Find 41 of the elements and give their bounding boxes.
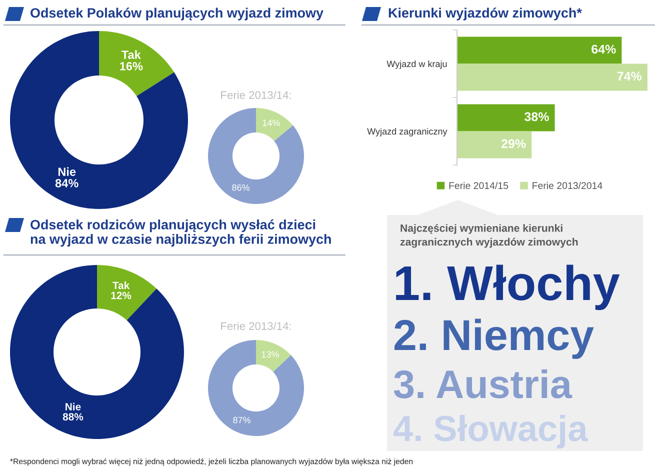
donut-slice	[208, 108, 304, 204]
bar	[457, 64, 648, 91]
slice-label: Tak	[112, 281, 130, 290]
donut-slice	[256, 108, 293, 142]
bar	[457, 131, 532, 158]
data-label: 38%	[524, 112, 549, 122]
bar	[457, 104, 555, 132]
y-tick-label: Wyjazd zagraniczny	[367, 128, 448, 136]
donut-slice	[97, 265, 157, 320]
slice-label: Tak	[122, 50, 141, 59]
bar	[457, 36, 622, 64]
legend-label: Ferie 2013/2014	[532, 182, 602, 190]
data-label: 74%	[617, 72, 642, 81]
chart-title: Ferie 2013/14:	[221, 322, 291, 330]
data-label: 12%	[111, 292, 132, 300]
donut-slice	[10, 31, 188, 209]
data-label: 86%	[232, 184, 250, 191]
data-label: 29%	[501, 139, 526, 148]
donut-slice	[99, 31, 174, 96]
data-label: 64%	[592, 44, 616, 54]
chart-title: Kierunki wyjazdów zimowych*	[388, 8, 582, 20]
data-label: 88%	[62, 413, 84, 421]
chart-title: Odsetek rodziców planujących wysłać dzieci na wyjazd w czasie najbliższych ferii zimowych	[30, 219, 331, 247]
legend-label: Ferie 2014/15	[449, 182, 508, 190]
data-label: 16%	[120, 62, 143, 70]
category-label: 1. Włochy	[396, 264, 620, 310]
data-label: 13%	[262, 351, 279, 358]
slice-label: Nie	[66, 402, 81, 410]
data-label: 14%	[262, 120, 280, 126]
category-label: 3. Austria	[394, 369, 572, 398]
donut-slice	[10, 265, 184, 439]
data-label: 87%	[233, 416, 251, 424]
y-tick-label: Wyjazd w kraju	[386, 60, 447, 69]
category-label: 2. Niemcy	[394, 318, 594, 359]
donut-slice	[208, 340, 304, 436]
donut-slice	[256, 340, 291, 372]
chart-title: Ferie 2013/14:	[221, 90, 291, 99]
slice-label: Nie	[58, 167, 76, 176]
text: Najczęściej wymieniane kierunki zagranicznych wyjazdów zimowych	[400, 224, 578, 248]
chart-title: Odsetek Polaków planujących wyjazd zimowy	[30, 8, 324, 20]
data-label: 84%	[55, 179, 78, 188]
